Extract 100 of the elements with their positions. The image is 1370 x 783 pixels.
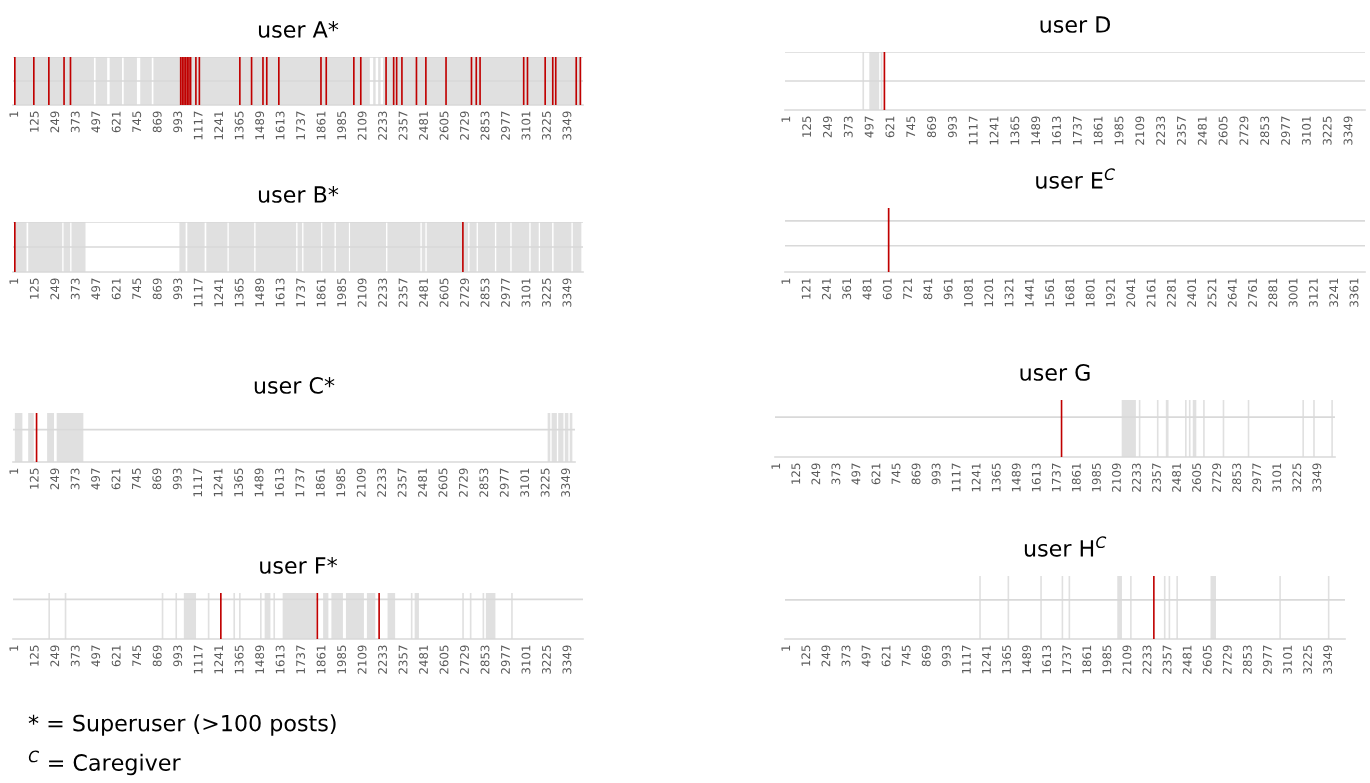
x-tick-label: 1365 [234, 111, 244, 140]
x-tick-label: 2853 [480, 278, 490, 307]
x-tick-label: 993 [931, 463, 941, 485]
x-tick-label: 2605 [439, 645, 449, 674]
x-tick-label: 1489 [1031, 116, 1041, 145]
x-tick-label: 2233 [1156, 116, 1166, 145]
x-tick-label: 1737 [295, 468, 305, 497]
x-tick-label: 3101 [521, 645, 531, 674]
x-tick-label: 3349 [1312, 463, 1322, 492]
x-tick-label: 3101 [1301, 116, 1311, 145]
x-tick-label: 2481 [1182, 645, 1192, 674]
x-tick-label: 3349 [562, 278, 572, 307]
x-tick-label: 3225 [1303, 645, 1313, 674]
x-tick-label: 621 [111, 468, 121, 490]
x-tick-label: 745 [132, 468, 141, 490]
x-tick-label: 249 [50, 468, 60, 490]
x-tick-label: 2233 [378, 111, 388, 140]
x-tick-label: 745 [891, 463, 901, 485]
x-tick-label: 1 [9, 111, 19, 117]
x-tick-label: 1985 [1091, 463, 1101, 492]
x-tick-label: 869 [152, 278, 162, 300]
x-tick-label: 2977 [1262, 645, 1272, 674]
x-tick-label: 2481 [1197, 116, 1207, 145]
x-tick-label: 621 [881, 645, 891, 667]
x-tick-label: 993 [173, 278, 183, 300]
x-tick-label: 2233 [378, 278, 388, 307]
x-tick-label: 2977 [501, 278, 510, 307]
x-tick-label: 2605 [1202, 645, 1212, 674]
x-tick-label: 721 [903, 278, 912, 300]
x-tick-label: 1241 [989, 116, 999, 145]
x-tick-label: 373 [70, 645, 80, 667]
x-tick-label: 1613 [275, 645, 285, 674]
x-tick-label: 1737 [1051, 463, 1061, 492]
x-tick-label: 869 [927, 116, 937, 138]
x-tick-label: 241 [821, 278, 831, 300]
chart-title: user D [1040, 16, 1111, 33]
x-tick-label: 2357 [398, 278, 408, 307]
x-tick-label: 3349 [562, 111, 572, 140]
x-tick-label: 125 [801, 645, 811, 666]
x-tick-label: 497 [91, 468, 100, 490]
x-tick-label: 2729 [460, 278, 469, 307]
x-tick-label: 2605 [439, 278, 449, 307]
x-tick-label: 1 [781, 645, 791, 651]
x-tick-label: 121 [801, 278, 811, 299]
x-tick-label: 1117 [193, 111, 203, 140]
x-tick-label: 1985 [1102, 645, 1112, 674]
x-tick-label: 249 [822, 116, 832, 138]
x-tick-label: 1861 [1093, 116, 1103, 145]
x-tick-label: 2729 [460, 645, 469, 674]
x-tick-label: 1 [9, 278, 19, 284]
x-tick-label: 2233 [377, 468, 387, 497]
x-tick-label: 2109 [357, 278, 367, 307]
chart-title: user H$^{C}$ [1024, 536, 1107, 557]
x-tick-label: 1985 [1114, 116, 1124, 145]
x-tick-label: 3121 [1308, 278, 1318, 307]
x-tick-label: 2481 [418, 468, 427, 497]
x-tick-label: 2357 [1162, 645, 1172, 674]
x-tick-label: 869 [152, 111, 162, 133]
x-tick-label: 1 [9, 468, 19, 474]
x-tick-label: 1985 [337, 645, 347, 674]
x-tick-label: 1 [9, 645, 19, 651]
x-tick-label: 2977 [501, 645, 510, 674]
text: $^{C}$ = Caregiver [28, 750, 181, 776]
x-tick-label: 2977 [1252, 463, 1262, 492]
x-tick-label: 1801 [1085, 278, 1095, 307]
x-tick-label: 1 [771, 463, 781, 469]
x-tick-label: 993 [173, 111, 183, 133]
x-tick-label: 2281 [1166, 278, 1176, 307]
chart-title: user G [1020, 364, 1090, 381]
x-tick-label: 249 [811, 463, 821, 485]
x-tick-label: 3101 [1283, 645, 1292, 674]
x-tick-label: 1201 [984, 278, 994, 307]
x-tick-label: 1 [781, 116, 791, 122]
x-tick-label: 2357 [1152, 463, 1161, 492]
x-tick-label: 125 [29, 645, 39, 666]
x-tick-label: 2233 [1132, 463, 1141, 492]
x-tick-label: 1489 [1022, 645, 1032, 674]
x-tick-label: 3101 [521, 111, 531, 140]
x-tick-label: 745 [132, 645, 142, 667]
x-tick-label: 1985 [336, 468, 346, 497]
x-tick-label: 2729 [1222, 645, 1232, 674]
x-tick-label: 1117 [968, 116, 978, 145]
x-tick-label: 2357 [397, 468, 407, 497]
x-tick-label: 497 [91, 645, 101, 667]
x-tick-label: 745 [906, 116, 916, 138]
x-tick-label: 2357 [1176, 116, 1186, 145]
x-tick-label: 601 [882, 278, 892, 300]
x-tick-label: 1441 [1025, 278, 1034, 307]
x-tick-label: 1861 [1082, 645, 1092, 674]
x-tick-label: 361 [842, 278, 852, 300]
x-tick-label: 3101 [521, 278, 531, 307]
x-tick-label: 2729 [458, 468, 468, 497]
x-tick-label: 1117 [193, 645, 203, 674]
x-tick-label: 373 [70, 111, 80, 133]
x-tick-label: 249 [50, 278, 60, 300]
x-tick-label: 1321 [1004, 278, 1014, 307]
x-tick-label: 3225 [1292, 463, 1302, 492]
x-tick-label: 1985 [337, 111, 347, 140]
chart-title: user B* [258, 186, 339, 203]
x-tick-label: 497 [861, 645, 871, 667]
